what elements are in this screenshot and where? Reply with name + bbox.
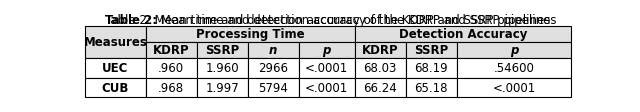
Bar xyxy=(248,42,299,58)
Bar xyxy=(355,58,406,78)
Bar xyxy=(406,78,457,97)
Bar xyxy=(146,78,196,97)
Bar xyxy=(85,78,146,97)
Bar xyxy=(355,78,406,97)
Text: <.0001: <.0001 xyxy=(305,62,348,74)
Text: KDRP: KDRP xyxy=(153,44,189,57)
Text: 1.960: 1.960 xyxy=(205,62,239,74)
Bar xyxy=(146,78,196,97)
Bar xyxy=(196,78,248,97)
Bar xyxy=(406,58,457,78)
Bar xyxy=(406,78,457,97)
Bar xyxy=(299,78,355,97)
Text: <.0001: <.0001 xyxy=(492,81,536,94)
Bar xyxy=(248,42,299,58)
Bar xyxy=(299,58,355,78)
Text: Table 2: Mean time and detection accuracy of the KDRP and SSRP pipelines: Table 2: Mean time and detection accurac… xyxy=(106,14,550,27)
Bar xyxy=(146,26,355,42)
Bar xyxy=(196,42,248,58)
Text: Measures: Measures xyxy=(83,36,147,49)
Bar xyxy=(355,42,406,58)
Bar xyxy=(457,78,571,97)
Text: p: p xyxy=(323,44,331,57)
Bar xyxy=(406,42,457,58)
Text: .960: .960 xyxy=(158,62,184,74)
Bar xyxy=(299,58,355,78)
Text: 66.24: 66.24 xyxy=(364,81,397,94)
Bar xyxy=(299,78,355,97)
Bar xyxy=(196,58,248,78)
Text: 68.03: 68.03 xyxy=(364,62,397,74)
Bar xyxy=(146,58,196,78)
Bar xyxy=(355,26,571,42)
Text: Table 2:: Table 2: xyxy=(106,14,157,27)
Text: 1.997: 1.997 xyxy=(205,81,239,94)
Bar xyxy=(248,58,299,78)
Text: .54600: .54600 xyxy=(493,62,534,74)
Text: <.0001: <.0001 xyxy=(305,81,348,94)
Text: 5794: 5794 xyxy=(259,81,288,94)
Text: 2966: 2966 xyxy=(259,62,288,74)
Bar xyxy=(85,78,146,97)
Bar xyxy=(299,42,355,58)
Bar xyxy=(355,78,406,97)
Text: p: p xyxy=(509,44,518,57)
Bar xyxy=(85,58,146,78)
Text: SSRP: SSRP xyxy=(414,44,449,57)
Text: SSRP: SSRP xyxy=(205,44,239,57)
Text: KDRP: KDRP xyxy=(362,44,399,57)
Bar xyxy=(146,42,196,58)
Text: Mean time and detection accuracy of the KDRP and SSRP pipelines: Mean time and detection accuracy of the … xyxy=(157,14,557,27)
Bar xyxy=(457,78,571,97)
Text: .968: .968 xyxy=(158,81,184,94)
Bar xyxy=(248,58,299,78)
Bar xyxy=(196,42,248,58)
Bar xyxy=(457,42,571,58)
Text: 68.19: 68.19 xyxy=(415,62,448,74)
Text: CUB: CUB xyxy=(102,81,129,94)
Text: Table 2: Mean time and detection accuracy of the KDRP and SSRP pipelines: Table 2: Mean time and detection accurac… xyxy=(106,14,550,27)
Bar xyxy=(146,42,196,58)
Text: Table 2:: Table 2: xyxy=(302,14,354,27)
Bar xyxy=(457,58,571,78)
Bar xyxy=(457,58,571,78)
Bar xyxy=(248,78,299,97)
Bar xyxy=(355,58,406,78)
Bar xyxy=(299,42,355,58)
Bar xyxy=(146,58,196,78)
Text: n: n xyxy=(269,44,278,57)
Bar xyxy=(248,78,299,97)
Bar xyxy=(196,78,248,97)
Bar xyxy=(146,26,355,42)
Bar xyxy=(85,26,146,58)
Text: Processing Time: Processing Time xyxy=(196,28,305,41)
Bar xyxy=(196,58,248,78)
Bar xyxy=(406,58,457,78)
Bar xyxy=(406,42,457,58)
Text: UEC: UEC xyxy=(102,62,129,74)
Text: 65.18: 65.18 xyxy=(415,81,448,94)
Bar xyxy=(85,58,146,78)
Bar xyxy=(355,42,406,58)
Text: Detection Accuracy: Detection Accuracy xyxy=(399,28,527,41)
Bar xyxy=(355,26,571,42)
Bar xyxy=(457,42,571,58)
Bar xyxy=(85,26,146,58)
Bar xyxy=(80,13,576,26)
